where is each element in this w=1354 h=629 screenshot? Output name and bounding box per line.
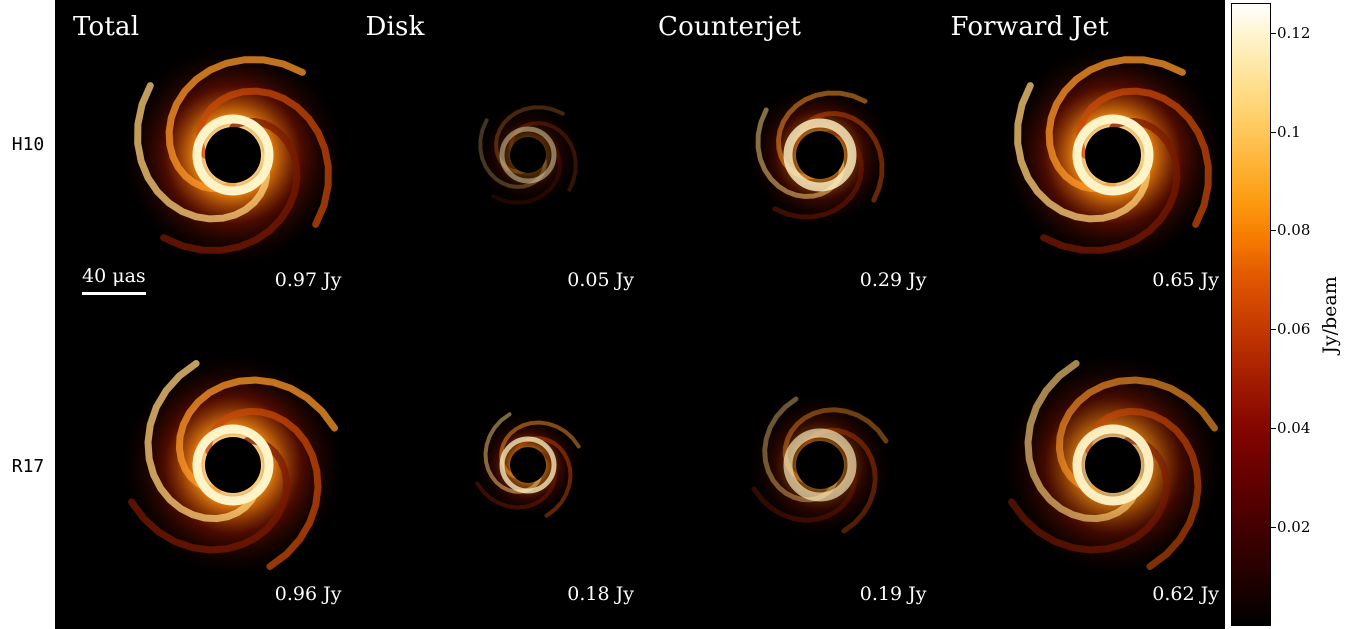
- spiral-arm: [1007, 436, 1170, 554]
- flux-h10-total: 0.97 Jy: [274, 268, 342, 291]
- black-hole-shadow: [509, 446, 546, 483]
- colorbar-tick: [1271, 527, 1276, 529]
- spiral-arm: [776, 90, 868, 180]
- accretion-image: [997, 40, 1225, 270]
- photon-ring: [1072, 114, 1153, 196]
- panel-h10-counterjet: Counterjet 0.29 Jy: [640, 0, 933, 315]
- black-hole-shadow: [796, 131, 844, 179]
- photon-ring: [192, 424, 274, 505]
- photon-ring: [783, 118, 857, 192]
- photon-ring: [499, 126, 556, 184]
- spiral-arm: [1045, 56, 1186, 193]
- black-hole-shadow: [1084, 127, 1141, 183]
- black-hole-shadow: [1084, 436, 1141, 493]
- spiral-arm: [801, 427, 878, 533]
- colorbar-tick-label: 0.12: [1277, 23, 1311, 42]
- photon-ring: [499, 436, 556, 493]
- colorbar-tick: [1271, 32, 1276, 34]
- spiral-arm: [755, 107, 845, 199]
- spiral-arm: [195, 87, 332, 228]
- spiral-arm: [205, 407, 322, 570]
- scale-bar-label: 40 μas: [82, 264, 146, 287]
- colorbar-tick-label: 0.04: [1277, 419, 1311, 438]
- spiral-arm: [782, 406, 889, 483]
- flux-r17-counterjet: 0.19 Jy: [859, 583, 927, 605]
- spiral-arm: [165, 56, 306, 193]
- panel-h10-disk: Disk 0.05 Jy: [348, 0, 641, 315]
- spiral-arm: [482, 411, 542, 494]
- flux-h10-forward-jet: 0.65 Jy: [1152, 268, 1219, 291]
- photon-ring: [783, 428, 857, 501]
- colorbar-tick: [1271, 230, 1276, 232]
- scale-bar: [82, 291, 146, 295]
- column-title-total: Total: [73, 12, 140, 42]
- black-hole-shadow: [509, 137, 546, 173]
- spiral-arm: [772, 130, 864, 220]
- spiral-arm: [751, 446, 858, 523]
- flux-r17-total: 0.96 Jy: [274, 583, 342, 605]
- accretion-image: [997, 349, 1225, 580]
- spiral-arm: [490, 136, 562, 205]
- flux-r17-forward-jet: 0.62 Jy: [1152, 583, 1219, 605]
- photon-ring: [192, 114, 274, 196]
- spiral-arm: [513, 435, 573, 518]
- row-label-h10: H10: [11, 134, 45, 155]
- flux-h10-disk: 0.05 Jy: [567, 268, 634, 291]
- spiral-arm: [134, 82, 271, 223]
- spiral-arm: [493, 105, 565, 174]
- panel-h10-total: Total 40 μas 0.97 Jy: [55, 0, 348, 315]
- flux-r17-disk: 0.18 Jy: [567, 583, 634, 605]
- colorbar-tick-label: 0.02: [1277, 518, 1311, 537]
- spiral-arm: [1039, 117, 1180, 254]
- spiral-arm: [160, 117, 301, 254]
- spiral-arm: [1013, 82, 1150, 223]
- colorbar-tick: [1271, 428, 1276, 430]
- spiral-arm: [1084, 407, 1202, 570]
- spiral-arm: [795, 111, 885, 203]
- column-title-counterjet: Counterjet: [658, 12, 802, 42]
- accretion-image: [118, 349, 348, 580]
- flux-h10-counterjet: 0.29 Jy: [859, 268, 927, 291]
- spiral-arm: [477, 118, 547, 189]
- colorbar-tick: [1271, 329, 1276, 331]
- column-title-forward-jet: Forward Jet: [950, 12, 1109, 42]
- panel-r17-counterjet: 0.19 Jy: [640, 315, 933, 629]
- spiral-arm: [498, 419, 581, 479]
- colorbar-tick-label: 0.08: [1277, 221, 1311, 240]
- spiral-arm: [474, 450, 557, 510]
- spiral-arm: [128, 436, 291, 554]
- panel-r17-forward-jet: 0.62 Jy: [933, 315, 1225, 629]
- colorbar-tick-label: 0.1: [1277, 122, 1301, 141]
- colorbar-tick-label: 0.06: [1277, 320, 1311, 339]
- spiral-arm: [508, 121, 578, 192]
- black-hole-shadow: [796, 440, 844, 489]
- row-label-r17: R17: [11, 456, 45, 477]
- accretion-image: [118, 40, 348, 270]
- column-title-disk: Disk: [365, 12, 425, 42]
- black-hole-shadow: [205, 436, 261, 493]
- spiral-arm: [144, 359, 261, 522]
- panel-r17-total: 0.96 Jy: [55, 315, 348, 629]
- colorbar: [1231, 3, 1271, 626]
- spiral-arm: [1055, 375, 1218, 493]
- spiral-arm: [175, 375, 338, 493]
- spiral-arm: [762, 396, 839, 502]
- accretion-image: [745, 80, 895, 230]
- panel-h10-forward-jet: Forward Jet 0.65 Jy: [933, 0, 1225, 315]
- accretion-image: [472, 100, 583, 210]
- image-grid: Total 40 μas 0.97 Jy Disk 0.05 Jy Counte…: [55, 0, 1225, 629]
- colorbar-tick: [1271, 131, 1276, 133]
- spiral-arm: [1023, 359, 1141, 522]
- accretion-image: [472, 409, 583, 520]
- colorbar-label: Jy/beam: [1319, 276, 1341, 354]
- spiral-arm: [1075, 87, 1212, 228]
- accretion-image: [745, 389, 895, 540]
- photon-ring: [1072, 424, 1153, 505]
- black-hole-shadow: [205, 127, 261, 183]
- panel-r17-disk: 0.18 Jy: [348, 315, 641, 629]
